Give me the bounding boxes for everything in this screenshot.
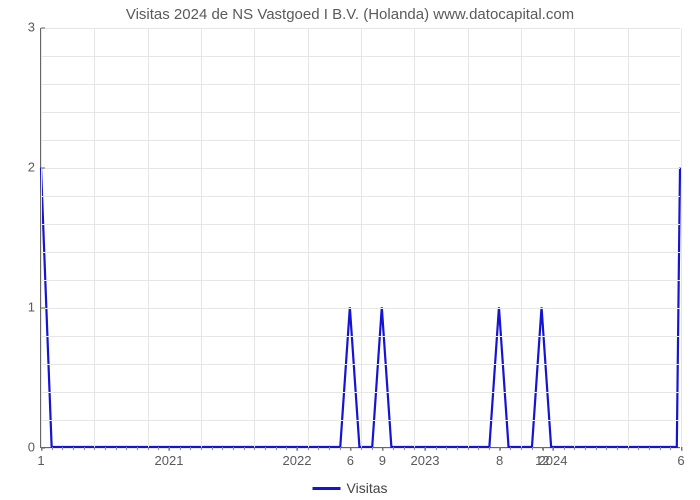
legend-label: Visitas [347,480,388,496]
gridline-v [308,28,309,447]
x-minor-tick [52,447,53,450]
x-minor-tick [265,447,266,450]
x-minor-tick [446,447,447,450]
x-minor-tick [628,447,629,450]
x-minor-tick [468,447,469,450]
gridline-v [201,28,202,447]
x-minor-tick [254,447,255,450]
x-minor-tick [532,447,533,450]
x-minor-tick [233,447,234,450]
x-tick: 2023 [411,447,440,468]
x-tick: 8 [496,447,503,468]
x-minor-tick [62,447,63,450]
x-minor-tick [596,447,597,450]
x-minor-tick [585,447,586,450]
y-tick: 3 [28,20,41,35]
x-minor-tick [201,447,202,450]
x-minor-tick [649,447,650,450]
gridline-v [41,28,42,447]
x-tick: 6 [677,447,684,468]
gridline-v [681,28,682,447]
x-minor-tick [148,447,149,450]
x-minor-tick [574,447,575,450]
x-minor-tick [116,447,117,450]
x-minor-tick [361,447,362,450]
chart-legend: Visitas [313,480,388,496]
chart-title: Visitas 2024 de NS Vastgoed I B.V. (Hola… [0,0,700,23]
legend-swatch [313,487,341,490]
gridline-v [94,28,95,447]
gridline-v [361,28,362,447]
gridline-v [468,28,469,447]
x-minor-tick [212,447,213,450]
gridline-v [254,28,255,447]
gridline-v [521,28,522,447]
x-minor-tick [457,447,458,450]
x-minor-tick [126,447,127,450]
gridline-v [414,28,415,447]
visits-chart: Visitas 2024 de NS Vastgoed I B.V. (Hola… [0,0,700,500]
x-minor-tick [510,447,511,450]
gridline-v [628,28,629,447]
x-tick: 2022 [283,447,312,468]
x-tick: 6 [347,447,354,468]
x-minor-tick [404,447,405,450]
x-minor-tick [606,447,607,450]
x-minor-tick [222,447,223,450]
x-minor-tick [372,447,373,450]
x-minor-tick [94,447,95,450]
x-tick: 1 [37,447,44,468]
x-minor-tick [393,447,394,450]
x-minor-tick [190,447,191,450]
y-tick: 2 [28,160,41,175]
x-minor-tick [660,447,661,450]
x-minor-tick [329,447,330,450]
x-minor-tick [638,447,639,450]
x-minor-tick [670,447,671,450]
x-tick: 2021 [155,447,184,468]
x-minor-tick [521,447,522,450]
x-minor-tick [276,447,277,450]
x-minor-tick [73,447,74,450]
x-tick: 9 [379,447,386,468]
x-minor-tick [84,447,85,450]
x-minor-tick [244,447,245,450]
x-minor-tick [340,447,341,450]
x-minor-tick [137,447,138,450]
y-tick: 1 [28,300,41,315]
plot-area: 012312021202269202381220246 [40,28,680,448]
x-tick: 2024 [539,447,568,468]
x-minor-tick [318,447,319,450]
gridline-v [574,28,575,447]
x-minor-tick [617,447,618,450]
x-minor-tick [489,447,490,450]
x-minor-tick [478,447,479,450]
gridline-v [148,28,149,447]
x-minor-tick [105,447,106,450]
